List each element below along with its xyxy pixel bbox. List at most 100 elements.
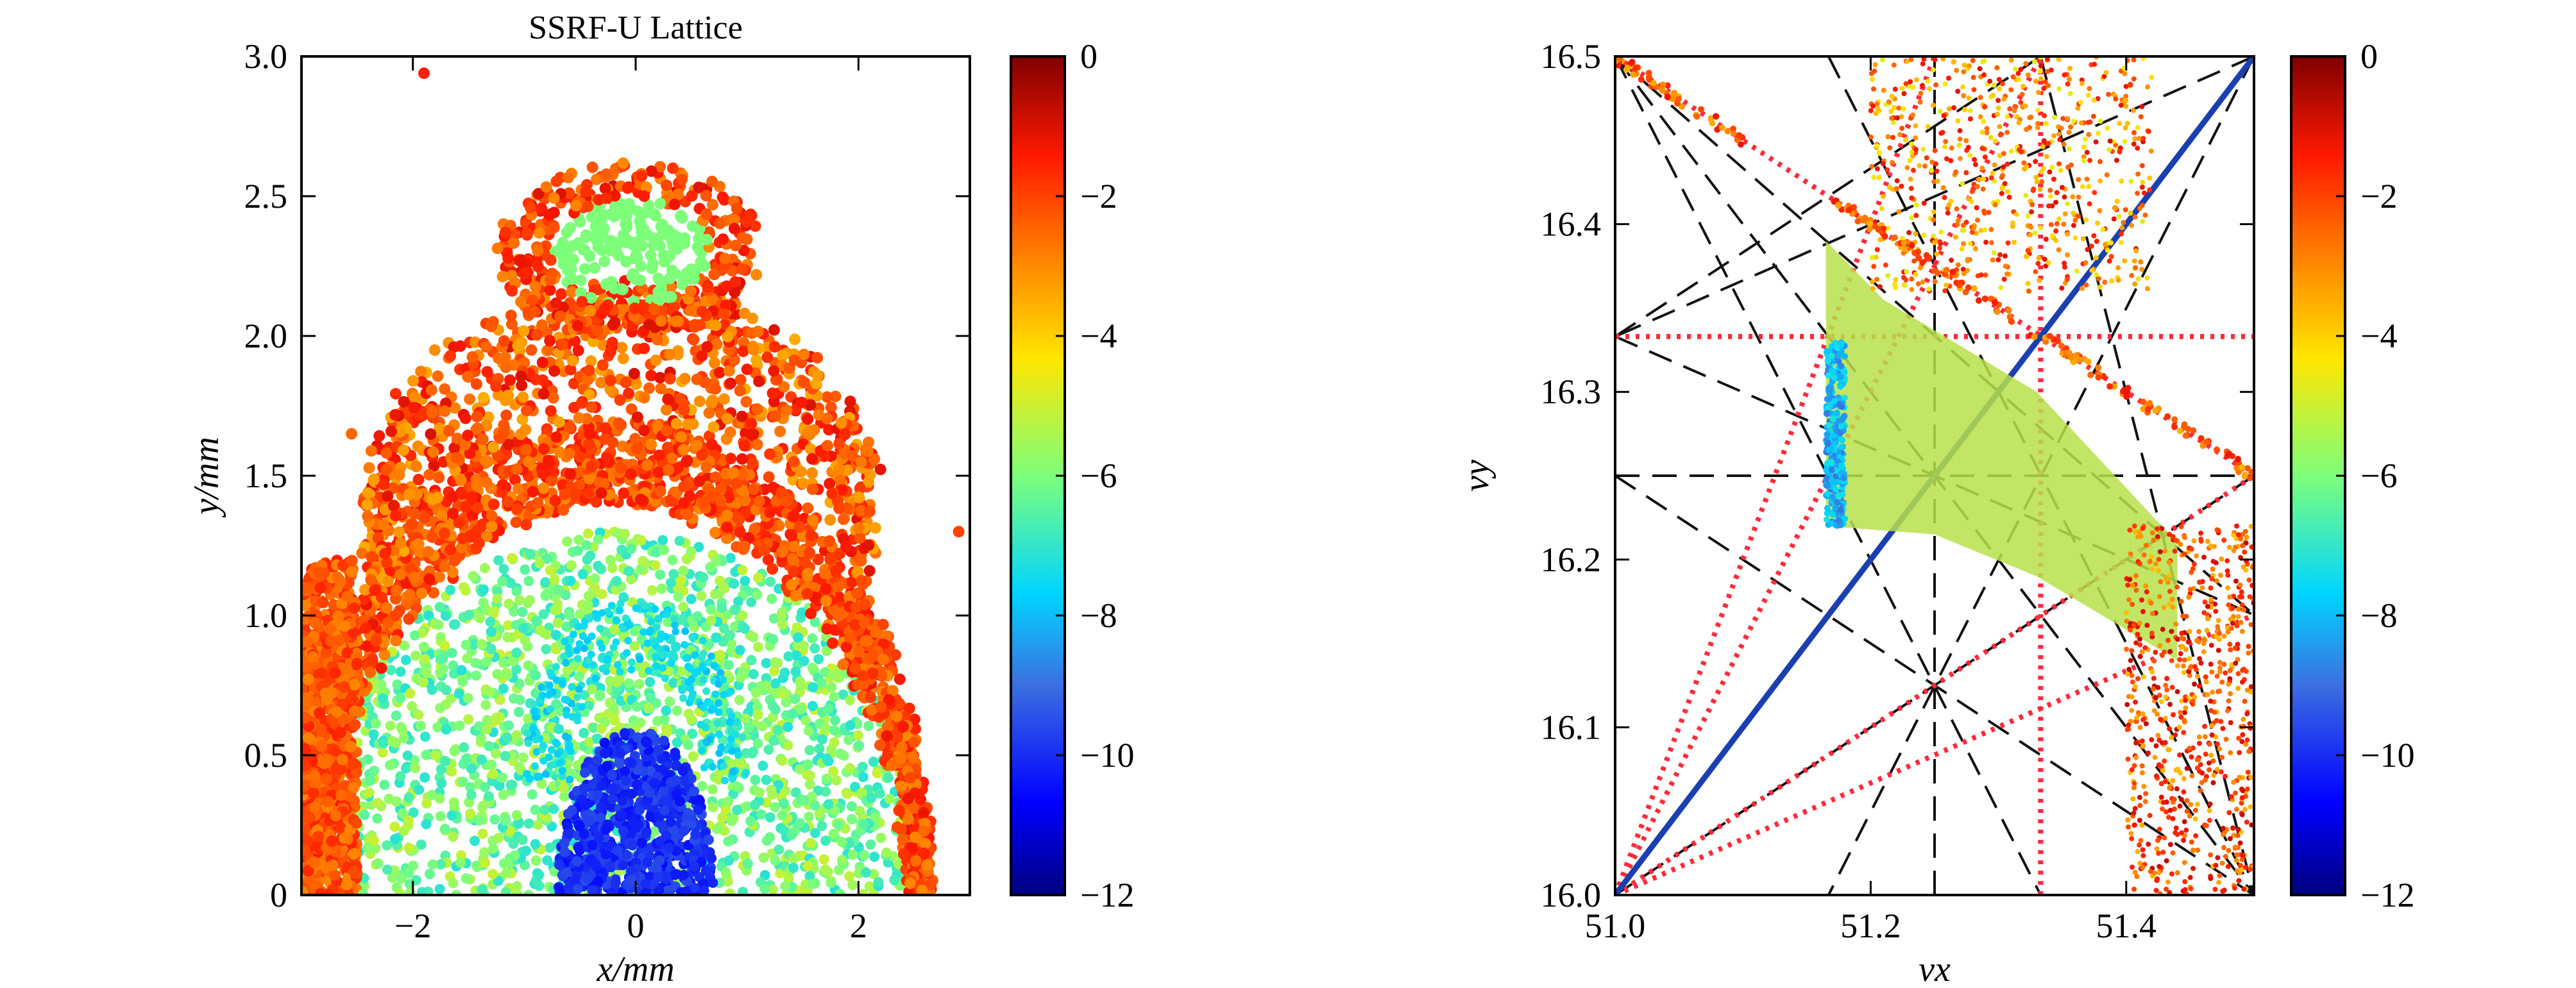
scatter-point: [623, 678, 634, 689]
scatter-point: [488, 769, 499, 780]
scatter-point: [699, 637, 707, 645]
scatter-point: [530, 855, 541, 866]
scatter-point: [497, 772, 508, 783]
scatter-point: [359, 622, 371, 634]
scatter-point: [738, 887, 749, 895]
scatter-point: [610, 877, 621, 888]
scatter-point: [915, 894, 918, 895]
scatter-point: [616, 667, 624, 676]
scatter-point: [665, 578, 676, 589]
scatter-point: [915, 793, 927, 805]
scatter-point: [724, 673, 735, 683]
scatter-point: [838, 689, 849, 700]
scatter-point: [454, 720, 465, 731]
scatter-point: [530, 707, 539, 716]
scatter-point: [664, 696, 675, 707]
scatter-point: [457, 776, 468, 787]
scatter-point: [513, 818, 524, 829]
scatter-point: [561, 732, 570, 741]
scatter-point: [557, 504, 570, 516]
scatter-point: [517, 607, 528, 617]
scatter-point: [734, 694, 745, 705]
scatter-point: [421, 798, 432, 809]
scatter-point: [589, 858, 600, 869]
scatter-point: [798, 641, 809, 651]
scatter-point: [573, 693, 582, 701]
scatter-point: [419, 772, 430, 783]
scatter-point: [722, 609, 733, 620]
scatter-point: [573, 671, 584, 682]
scatter-point: [416, 839, 427, 850]
scatter-point: [795, 817, 806, 828]
scatter-point: [715, 699, 723, 707]
scatter-point: [609, 643, 618, 651]
scatter-point: [727, 467, 740, 479]
scatter-point: [820, 667, 831, 678]
scatter-point: [817, 734, 828, 745]
scatter-point: [434, 571, 446, 583]
scatter-point: [891, 731, 903, 743]
scatter-point: [809, 828, 820, 839]
scatter-point: [847, 814, 858, 825]
scatter-point: [611, 677, 622, 688]
scatter-point: [597, 589, 607, 599]
scatter-point: [366, 653, 378, 666]
scatter-point: [477, 639, 487, 650]
scatter-point: [829, 805, 840, 816]
scatter-point: [498, 564, 509, 574]
scatter-point: [615, 748, 626, 758]
scatter-point: [365, 775, 376, 786]
scatter-point: [440, 610, 451, 621]
scatter-point: [736, 453, 748, 465]
scatter-point: [464, 609, 475, 620]
scatter-point: [561, 637, 569, 646]
scatter-point: [770, 704, 781, 715]
scatter-point: [783, 721, 793, 732]
scatter-point: [384, 760, 395, 771]
scatter-point: [595, 487, 607, 499]
scatter-point: [407, 701, 418, 712]
scatter-point: [620, 624, 628, 633]
scatter-point: [463, 714, 474, 724]
scatter-point: [562, 536, 573, 547]
scatter-point: [615, 462, 627, 474]
scatter-point: [485, 687, 496, 698]
scatter-point: [733, 718, 741, 726]
scatter-point: [734, 644, 745, 655]
scatter-point: [561, 621, 572, 632]
scatter-point: [530, 670, 541, 681]
scatter-point: [563, 710, 571, 719]
scatter-point: [432, 722, 443, 733]
scatter-point: [477, 828, 488, 839]
scatter-point: [389, 821, 400, 832]
scatter-point: [545, 565, 555, 576]
scatter-point: [726, 758, 737, 769]
scatter-point: [477, 884, 487, 895]
scatter-point: [573, 535, 584, 546]
scatter-point: [807, 633, 818, 644]
scatter-point: [474, 613, 485, 624]
scatter-point: [607, 562, 618, 573]
scatter-point: [448, 555, 461, 567]
scatter-point: [710, 662, 718, 670]
scatter-point: [775, 487, 788, 499]
scatter-point: [802, 769, 813, 780]
scatter-point: [602, 452, 614, 464]
scatter-point: [441, 685, 452, 696]
scatter-point: [661, 705, 672, 716]
scatter-point: [364, 666, 377, 678]
scatter-point: [363, 462, 375, 474]
scatter-point: [697, 781, 708, 792]
scatter-point: [718, 623, 729, 634]
scatter-point: [589, 573, 600, 584]
scatter-point: [709, 471, 722, 483]
scatter-point: [372, 813, 383, 824]
scatter-point: [554, 749, 562, 758]
scatter-point: [722, 796, 733, 807]
scatter-point: [581, 540, 592, 551]
scatter-point: [436, 858, 446, 869]
scatter-point: [921, 859, 933, 871]
scatter-point: [451, 889, 462, 895]
scatter-point: [642, 857, 653, 868]
scatter-point: [858, 617, 870, 629]
